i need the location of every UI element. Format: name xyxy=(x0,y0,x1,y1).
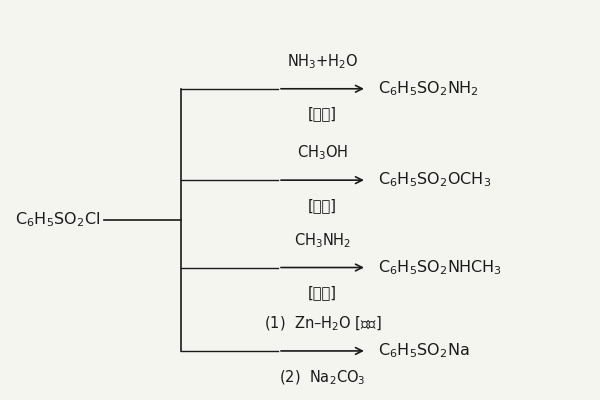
Text: [醇解]: [醇解] xyxy=(308,198,337,213)
Text: C$_6$H$_5$SO$_2$NHCH$_3$: C$_6$H$_5$SO$_2$NHCH$_3$ xyxy=(378,258,502,277)
Text: [胺化]: [胺化] xyxy=(308,286,337,300)
Text: (2)  Na$_2$CO$_3$: (2) Na$_2$CO$_3$ xyxy=(279,369,366,387)
Text: (1)  Zn–H$_2$O [还原]: (1) Zn–H$_2$O [还原] xyxy=(263,315,382,333)
Text: C$_6$H$_5$SO$_2$NH$_2$: C$_6$H$_5$SO$_2$NH$_2$ xyxy=(378,80,479,98)
Text: NH$_3$+H$_2$O: NH$_3$+H$_2$O xyxy=(287,52,358,71)
Text: CH$_3$OH: CH$_3$OH xyxy=(297,144,348,162)
Text: C$_6$H$_5$SO$_2$OCH$_3$: C$_6$H$_5$SO$_2$OCH$_3$ xyxy=(378,171,491,190)
Text: C$_6$H$_5$SO$_2$Na: C$_6$H$_5$SO$_2$Na xyxy=(378,342,470,360)
Text: [氨解]: [氨解] xyxy=(308,107,337,122)
Text: C$_6$H$_5$SO$_2$Cl: C$_6$H$_5$SO$_2$Cl xyxy=(16,210,101,229)
Text: CH$_3$NH$_2$: CH$_3$NH$_2$ xyxy=(294,231,351,250)
